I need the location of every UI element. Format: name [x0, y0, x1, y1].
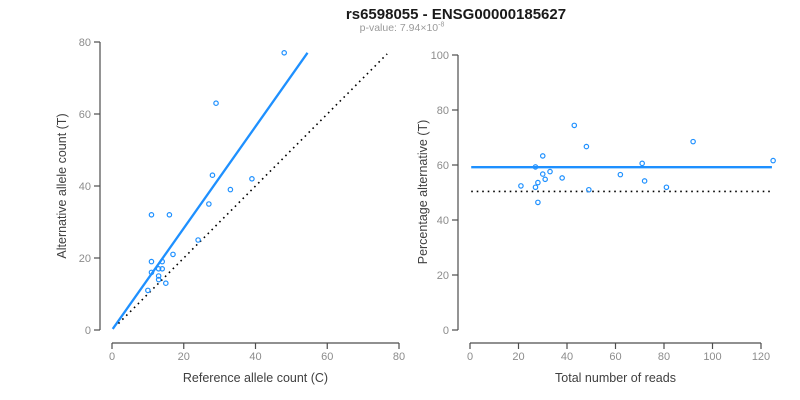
y-tick-label: 60 — [437, 160, 449, 172]
y-axis-label: Alternative allele count (T) — [55, 113, 69, 258]
y-tick-label: 40 — [437, 215, 449, 227]
data-point — [166, 212, 173, 218]
data-point — [281, 49, 288, 56]
data-point — [770, 157, 776, 164]
p-value-exponent: -8 — [438, 21, 445, 29]
data-point — [249, 176, 255, 182]
data-point — [539, 153, 546, 159]
data-point — [209, 172, 216, 179]
x-tick-label: 40 — [249, 351, 261, 363]
data-point — [518, 183, 524, 189]
data-point — [213, 100, 219, 107]
data-point — [155, 265, 162, 272]
data-point — [639, 160, 645, 167]
regression-line — [111, 52, 309, 330]
x-tick-label: 0 — [467, 351, 473, 363]
data-point — [586, 186, 592, 193]
x-axis-label: Reference allele count (C) — [183, 371, 328, 385]
x-tick-label: 100 — [703, 351, 721, 363]
p-value-text: p-value: 7.94×10 — [359, 22, 439, 34]
data-point — [535, 199, 541, 206]
y-tick-label: 20 — [79, 253, 91, 265]
data-point — [227, 186, 234, 193]
x-tick-label: 60 — [321, 351, 333, 363]
data-point — [542, 176, 548, 183]
x-tick-label: 60 — [609, 351, 621, 363]
data-point — [170, 251, 176, 258]
y-tick-label: 20 — [437, 270, 449, 282]
y-tick-label: 0 — [443, 325, 449, 337]
data-point — [532, 164, 539, 170]
data-point — [148, 269, 155, 276]
p-value-label: p-value: 7.94×10-8 — [359, 21, 445, 35]
data-point — [195, 237, 201, 243]
percentage-vs-reads-scatter: 0 20 40 60 80 100 0 20 40 60 80 100 120 Total number … — [416, 50, 776, 385]
x-tick-label: 120 — [752, 351, 770, 363]
data-point — [641, 178, 648, 184]
data-point — [155, 276, 162, 283]
data-point — [571, 122, 578, 129]
data-point — [148, 258, 155, 265]
y-axis-label: Percentage alternative (T) — [416, 120, 430, 265]
x-tick-label: 40 — [561, 351, 573, 363]
data-point — [155, 273, 162, 279]
data-point — [532, 184, 539, 191]
data-point — [617, 171, 624, 178]
data-point — [145, 287, 151, 294]
data-point — [159, 258, 166, 265]
x-tick-label: 80 — [658, 351, 670, 363]
y-tick-label: 0 — [85, 325, 91, 337]
y-tick-label: 80 — [437, 105, 449, 117]
x-axis-label: Total number of reads — [555, 371, 676, 385]
data-point — [535, 179, 541, 186]
x-tick-label: 20 — [512, 351, 524, 363]
x-tick-label: 20 — [178, 351, 190, 363]
x-tick-label: 0 — [109, 351, 115, 363]
data-point — [559, 175, 565, 181]
data-point — [163, 280, 169, 287]
data-point — [583, 143, 590, 150]
data-point — [663, 184, 670, 191]
y-tick-label: 40 — [79, 181, 91, 193]
identity-line — [117, 53, 388, 325]
allele-count-scatter: 0 20 40 60 80 0 20 40 60 80 Reference allele count… — [55, 37, 405, 385]
y-tick-label: 80 — [79, 37, 91, 49]
data-point — [159, 265, 166, 272]
y-tick-label: 60 — [79, 109, 91, 121]
data-point — [206, 201, 212, 207]
y-tick-label: 100 — [431, 50, 449, 62]
data-point — [690, 138, 696, 145]
page-title: rs6598055 - ENSG00000185627 — [345, 6, 567, 23]
data-point — [539, 171, 546, 177]
data-point — [148, 212, 155, 218]
x-tick-label: 80 — [393, 351, 405, 363]
data-point — [547, 168, 553, 175]
